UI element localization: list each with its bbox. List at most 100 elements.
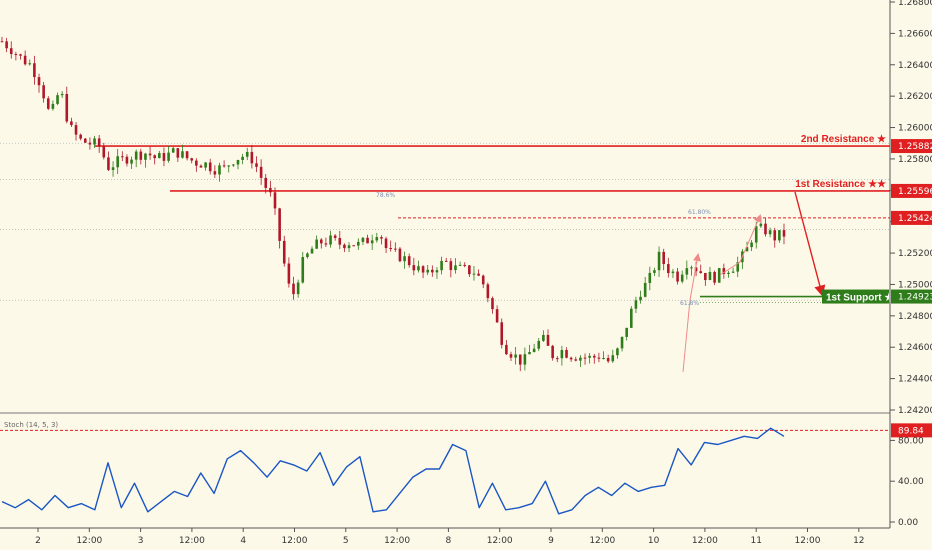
candle-body (250, 151, 254, 164)
candle-body (588, 355, 591, 358)
candle-body (717, 268, 721, 283)
candle-body (162, 153, 166, 161)
candle-body (500, 322, 504, 345)
candle-body (144, 153, 147, 160)
candle-body (375, 237, 379, 241)
stochastic-panel: Stoch (14, 5, 3) 89.84 (0, 412, 932, 515)
candle-body (338, 237, 342, 245)
candle-body (5, 41, 8, 49)
candle-body (83, 138, 87, 143)
candle-body (676, 271, 679, 282)
candle-body (70, 121, 73, 126)
candle-body (435, 270, 439, 273)
candle-body (750, 242, 753, 248)
candle-body (97, 138, 101, 147)
candle-body (46, 98, 50, 109)
candle-body (232, 164, 235, 166)
candle-body (167, 152, 170, 161)
candle-body (597, 357, 601, 359)
stoch-tick-label: 40.00 (898, 477, 924, 487)
candle-body (333, 235, 337, 238)
candle-body (19, 54, 22, 56)
candle-body (463, 264, 467, 266)
candle-body (440, 260, 443, 271)
candle-body (292, 283, 295, 295)
stoch-line (1, 427, 785, 515)
candle-body (477, 273, 480, 276)
candle-body (602, 357, 605, 359)
candle-body (782, 230, 786, 237)
candle-body (523, 354, 527, 365)
candle-body (662, 251, 665, 265)
price-boxes: 1.25882 1.25596 1.25424 1.24923 (891, 139, 932, 304)
price-box-1 (891, 183, 932, 198)
stoch-title: Stoch (14, 5, 3) (4, 421, 58, 429)
fib-note-61-8-bottom: 61.8% (680, 300, 699, 307)
resistance-label-0: 2nd Resistance ★ (801, 134, 886, 145)
candle-body (472, 273, 476, 275)
candle-body (403, 256, 406, 262)
candle-body (694, 267, 698, 272)
candle-body (56, 95, 59, 104)
candle-body (185, 151, 189, 159)
candle-body (736, 262, 740, 272)
candle-body (713, 271, 716, 283)
price-box-label-2: 1.25424 (898, 214, 932, 224)
candle-body (116, 156, 119, 168)
candle-body (213, 171, 217, 175)
candle-body (528, 352, 531, 355)
price-tick-label: 1.25800 (898, 155, 932, 165)
candle-body (264, 177, 268, 188)
candle-body (745, 247, 749, 252)
candle-body (764, 223, 767, 235)
candle-body (643, 282, 647, 297)
candle-body (352, 245, 355, 247)
candle-body (542, 334, 545, 341)
candle-body (537, 340, 541, 349)
price-box-2 (891, 210, 932, 225)
candle-body (653, 270, 656, 273)
price-box-label-0: 1.25882 (898, 142, 932, 152)
stoch-tick-label: 80.00 (898, 436, 924, 446)
candle-body (518, 354, 522, 365)
price-tick-label: 1.25200 (898, 249, 932, 259)
candle-body (592, 355, 596, 358)
price-box-label-1: 1.25596 (898, 187, 932, 197)
candle-body (505, 344, 508, 355)
fib-note-61-8-top: 61.80% (688, 209, 711, 216)
candle-body (195, 160, 198, 166)
candle-body (565, 349, 568, 358)
candle-body (28, 63, 32, 65)
time-tick-label: 5 (343, 536, 349, 546)
price-tick-label: 1.26600 (898, 29, 932, 39)
candle-body (245, 151, 249, 157)
candle-body (139, 151, 143, 160)
time-tick-label: 12:00 (692, 536, 718, 546)
candle-body (639, 296, 642, 301)
candle-body (431, 269, 434, 273)
candle-body (102, 146, 106, 158)
candle-body (315, 239, 318, 249)
candle-body (657, 251, 661, 271)
candle-body (282, 240, 286, 264)
candle-body (319, 239, 323, 244)
candle-body (555, 358, 559, 360)
candle-body (454, 265, 457, 271)
candle-body (255, 163, 258, 167)
candle-body (60, 93, 64, 96)
candle-body (158, 153, 161, 159)
candle-body (190, 158, 194, 161)
support-label-bg (822, 289, 889, 304)
price-box-3 (891, 289, 932, 304)
candle-body (704, 272, 707, 281)
candle-body (356, 241, 360, 246)
level-labels: 2nd Resistance ★ 1st Resistance ★★ 1st Sup… (795, 134, 902, 304)
time-tick-label: 2 (35, 536, 41, 546)
candle-body (306, 253, 309, 258)
candle-body (444, 260, 448, 262)
candle-body (407, 256, 411, 266)
candle-body (680, 274, 684, 282)
candle-body (370, 240, 374, 244)
candle-body (648, 272, 652, 283)
price-box-0 (891, 139, 932, 154)
